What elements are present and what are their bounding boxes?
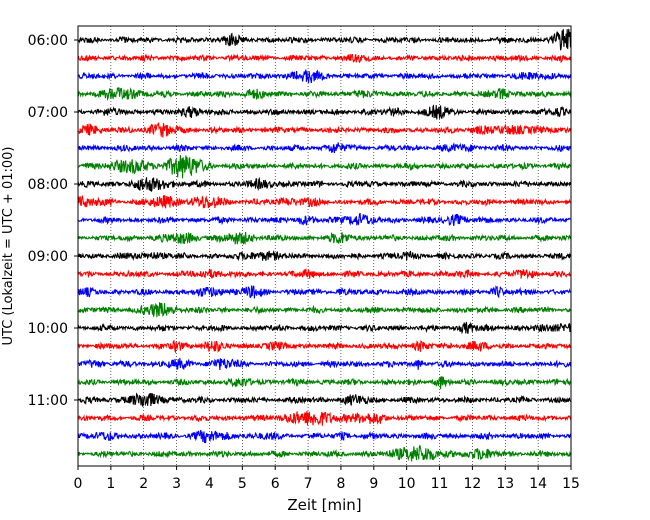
y-axis-label: UTC (Lokalzeit = UTC + 01:00) (1, 147, 16, 346)
x-tick-label: 14 (529, 476, 547, 492)
x-tick-label: 10 (398, 476, 416, 492)
trace-line (77, 321, 572, 335)
x-tick-label: 11 (431, 476, 449, 492)
trace-line (77, 87, 572, 101)
trace-line (77, 122, 572, 138)
trace-line (77, 231, 572, 245)
trace-line (77, 155, 572, 179)
trace-line (77, 194, 572, 209)
x-tick-label: 2 (139, 476, 148, 492)
trace-line (77, 28, 572, 51)
x-tick-label: 6 (271, 476, 280, 492)
y-tick-label: 08:00 (28, 177, 68, 193)
vertical-grid (110, 26, 539, 466)
x-tick-label: 4 (205, 476, 214, 492)
trace-line (78, 212, 572, 227)
x-tick-label: 13 (496, 476, 514, 492)
trace-line (77, 376, 572, 390)
y-tick-label: 06:00 (28, 33, 68, 49)
y-axis-ticks: 06:00 07:00 08:00 09:00 10:00 11:00 (28, 33, 78, 409)
trace-line (77, 285, 572, 299)
trace-line (77, 410, 572, 426)
trace-line (77, 249, 572, 262)
x-tick-label: 1 (106, 476, 115, 492)
trace-line (77, 357, 572, 371)
y-tick-label: 11:00 (28, 393, 68, 409)
trace-line (77, 53, 572, 64)
trace-line (77, 142, 572, 154)
trace-line (77, 429, 572, 444)
trace-line (77, 176, 572, 192)
x-tick-label: 8 (336, 476, 345, 492)
trace-line (77, 104, 572, 120)
y-tick-label: 09:00 (28, 249, 68, 265)
x-axis-label: Zeit [min] (287, 496, 361, 514)
trace-line (77, 339, 572, 354)
trace-line (77, 445, 572, 462)
x-tick-label: 9 (369, 476, 378, 492)
x-tick-label: 7 (304, 476, 313, 492)
trace-line (77, 302, 572, 318)
plot-frame (77, 25, 572, 467)
x-tick-label: 3 (172, 476, 181, 492)
trace-line (77, 268, 572, 280)
y-tick-label: 10:00 (28, 321, 68, 337)
seismic-traces (77, 28, 572, 462)
x-tick-label: 0 (74, 476, 83, 492)
y-tick-label: 07:00 (28, 105, 68, 121)
x-tick-label: 5 (238, 476, 247, 492)
x-axis-ticks: 0 1 2 3 4 5 6 7 8 9 10 11 12 13 14 15 (74, 466, 580, 492)
trace-line (77, 392, 572, 407)
x-tick-label: 15 (562, 476, 580, 492)
trace-line (77, 69, 572, 84)
x-tick-label: 12 (463, 476, 481, 492)
